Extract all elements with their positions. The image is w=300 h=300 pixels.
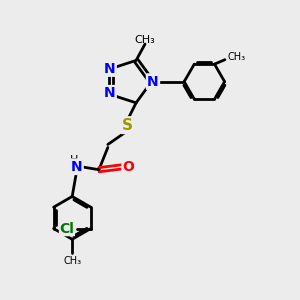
- Text: O: O: [123, 160, 135, 174]
- Text: CH₃: CH₃: [228, 52, 246, 62]
- Text: CH₃: CH₃: [135, 34, 155, 45]
- Text: N: N: [104, 61, 116, 76]
- Text: N: N: [147, 75, 159, 88]
- Text: Cl: Cl: [59, 222, 74, 236]
- Text: S: S: [122, 118, 133, 133]
- Text: N: N: [104, 86, 116, 100]
- Text: N: N: [71, 160, 82, 174]
- Text: H: H: [70, 155, 78, 165]
- Text: CH₃: CH₃: [63, 256, 81, 266]
